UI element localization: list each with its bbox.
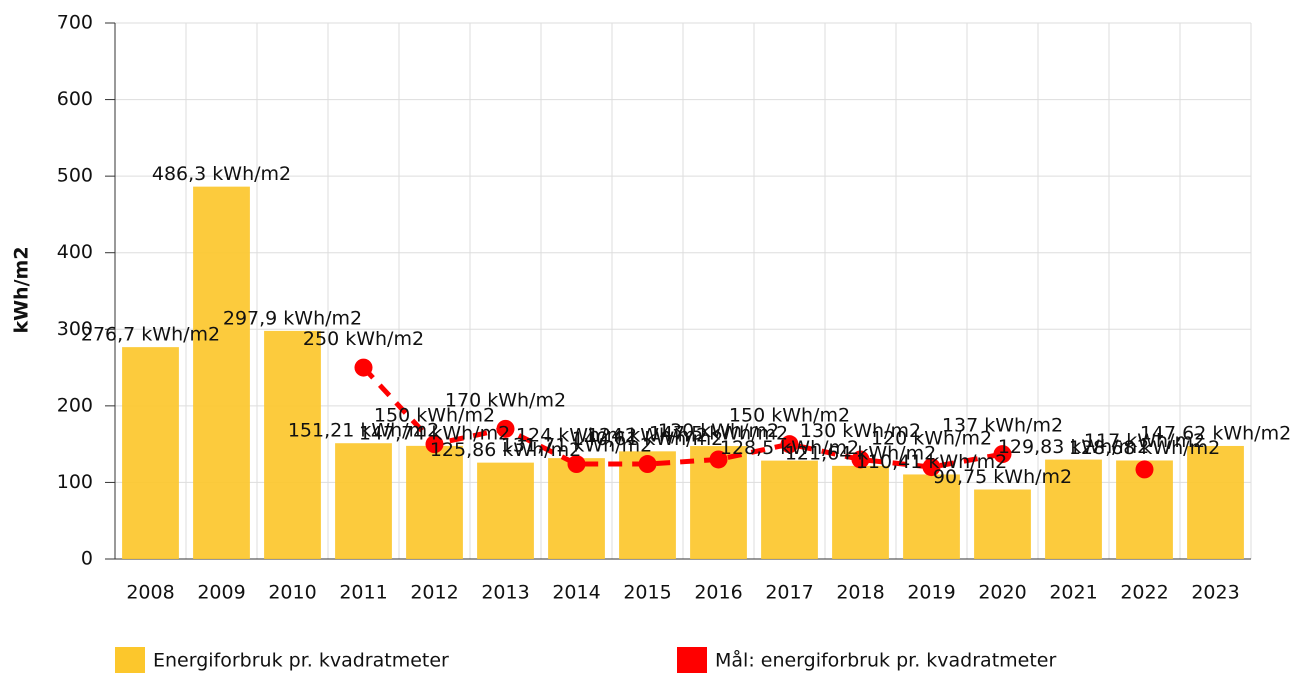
legend-swatch <box>677 647 707 673</box>
y-tick-label: 700 <box>57 12 93 34</box>
data-label: 147,62 kWh/m2 <box>1140 422 1291 444</box>
data-label: 120 kWh/m2 <box>871 428 992 450</box>
data-label: 486,3 kWh/m2 <box>152 163 291 185</box>
target-point <box>851 450 870 469</box>
data-label: 131,71 kWh/m2 <box>501 435 652 457</box>
y-tick-label: 500 <box>57 165 93 187</box>
y-axis-label: kWh/m2 <box>11 246 33 333</box>
data-label: 130 kWh/m2 <box>658 420 779 442</box>
bar <box>903 474 960 559</box>
bar <box>974 489 1031 559</box>
data-label: 147,5 kWh/m2 <box>649 423 788 445</box>
x-tick-label: 2009 <box>197 582 245 604</box>
x-tick-label: 2017 <box>765 582 813 604</box>
y-tick-label: 300 <box>57 318 93 340</box>
x-tick-label: 2013 <box>481 582 529 604</box>
x-tick-label: 2022 <box>1120 582 1168 604</box>
data-label: 170 kWh/m2 <box>445 389 566 411</box>
data-label: 117 kWh/m2 <box>1084 430 1205 452</box>
data-label: 128,68 kWh/m2 <box>1069 437 1220 459</box>
data-label: 151,21 kWh/m2 <box>288 420 439 442</box>
bar <box>406 445 463 559</box>
data-label: 250 kWh/m2 <box>303 328 424 350</box>
data-label: 90,75 kWh/m2 <box>933 466 1072 488</box>
data-label: 125,86 kWh/m2 <box>430 439 581 461</box>
y-tick-label: 200 <box>57 394 93 416</box>
target-point <box>354 358 373 377</box>
y-tick-label: 100 <box>57 471 93 493</box>
target-point <box>567 455 586 474</box>
bar <box>1045 459 1102 559</box>
bar <box>832 465 889 559</box>
x-tick-label: 2012 <box>410 582 458 604</box>
data-label: 124 kWh/m2 <box>587 425 708 447</box>
data-label: 147,74 kWh/m2 <box>359 422 510 444</box>
x-tick-label: 2008 <box>126 582 174 604</box>
target-point <box>496 419 515 438</box>
bar <box>335 443 392 559</box>
x-tick-label: 2023 <box>1191 582 1239 604</box>
legend-label: Energiforbruk pr. kvadratmeter <box>153 650 449 672</box>
target-point <box>709 450 728 469</box>
x-tick-label: 2018 <box>836 582 884 604</box>
data-label: 110,41 kWh/m2 <box>856 451 1007 473</box>
data-label: 297,9 kWh/m2 <box>223 307 362 329</box>
x-tick-label: 2010 <box>268 582 316 604</box>
target-point <box>638 455 657 474</box>
data-label: 276,7 kWh/m2 <box>81 324 220 346</box>
data-label: 124 kWh/m2 <box>516 425 637 447</box>
x-tick-label: 2014 <box>552 582 600 604</box>
target-point <box>993 445 1012 464</box>
y-tick-label: 400 <box>57 241 93 263</box>
target-line <box>361 365 1003 470</box>
x-tick-label: 2021 <box>1049 582 1097 604</box>
x-tick-label: 2016 <box>694 582 742 604</box>
legend-label: Mål: energiforbruk pr. kvadratmeter <box>715 649 1056 672</box>
target-point <box>1135 460 1154 479</box>
data-label: 121,64 kWh/m2 <box>785 442 936 464</box>
bar <box>477 462 534 559</box>
y-tick-label: 0 <box>81 548 93 570</box>
bar <box>1187 445 1244 559</box>
x-tick-label: 2015 <box>623 582 671 604</box>
target-point <box>425 435 444 454</box>
x-tick-label: 2011 <box>339 582 387 604</box>
bar <box>548 458 605 559</box>
target-point <box>780 435 799 454</box>
x-tick-label: 2020 <box>978 582 1026 604</box>
bar <box>193 186 250 559</box>
target-point <box>922 458 941 477</box>
bar <box>122 347 179 559</box>
bar <box>264 330 321 559</box>
x-tick-label: 2019 <box>907 582 955 604</box>
data-label: 129,83 kWh/m2 <box>998 436 1149 458</box>
data-label: 130 kWh/m2 <box>800 420 921 442</box>
data-label: 150 kWh/m2 <box>374 405 495 427</box>
legend-swatch <box>115 647 145 673</box>
data-label: 150 kWh/m2 <box>729 405 850 427</box>
bar <box>761 460 818 559</box>
data-label: 128,5 kWh/m2 <box>720 437 859 459</box>
data-label: 140,61 kWh/m2 <box>572 428 723 450</box>
y-tick-label: 600 <box>57 88 93 110</box>
data-label: 137 kWh/m2 <box>942 415 1063 437</box>
